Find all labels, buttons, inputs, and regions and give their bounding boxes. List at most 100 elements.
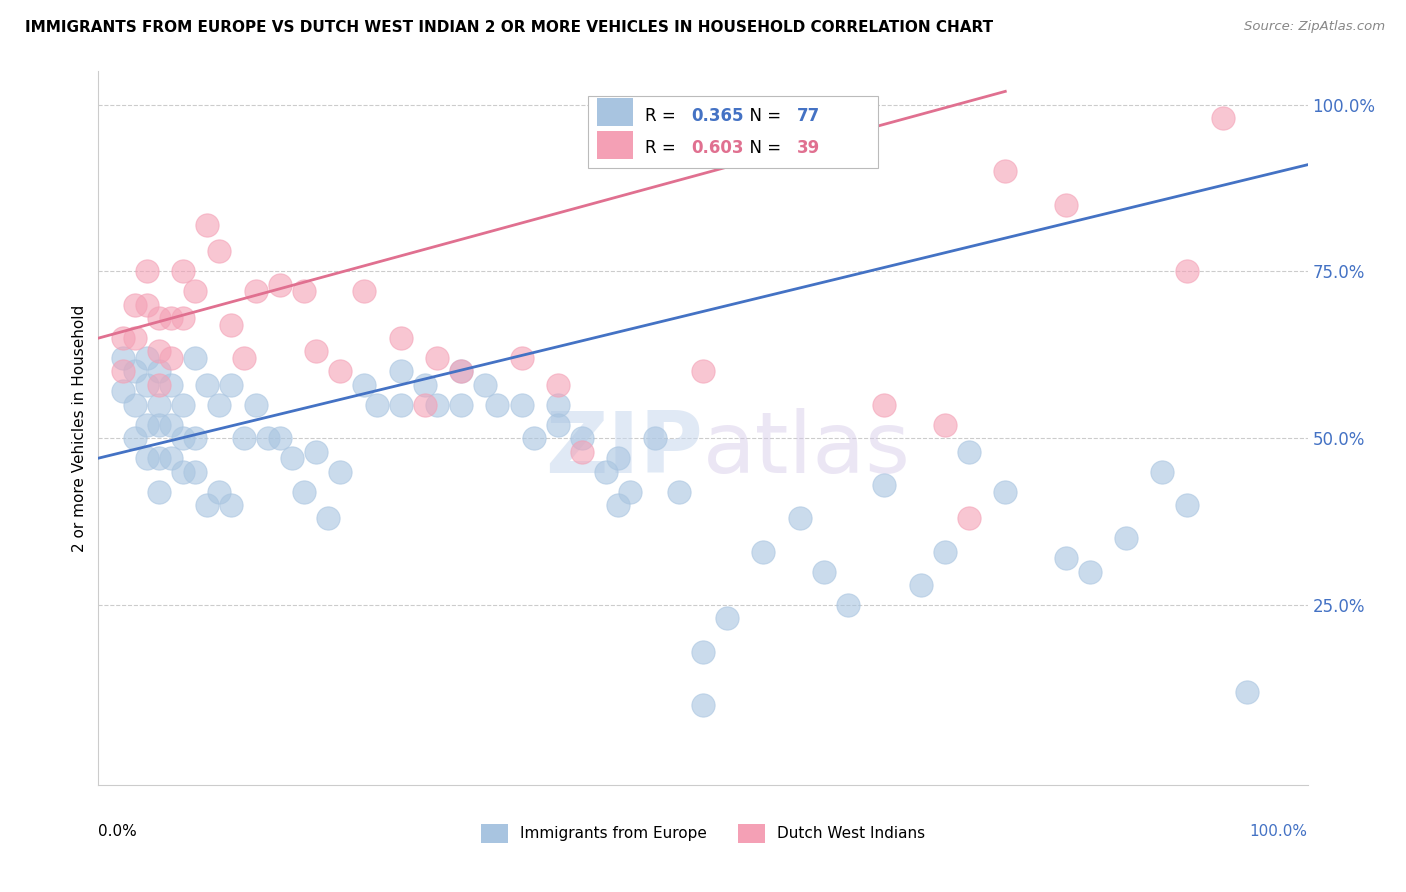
Point	[305, 344, 328, 359]
Point	[148, 417, 170, 432]
Point	[160, 451, 183, 466]
Point	[523, 431, 546, 445]
Point	[692, 644, 714, 658]
Point	[547, 398, 569, 412]
Point	[245, 285, 267, 299]
Point	[135, 377, 157, 392]
Point	[716, 611, 738, 625]
Point	[692, 364, 714, 378]
Point	[837, 598, 859, 612]
Point	[1212, 111, 1234, 125]
Point	[413, 398, 436, 412]
Point	[135, 351, 157, 365]
Point	[450, 364, 472, 378]
Point	[619, 484, 641, 499]
Point	[148, 311, 170, 326]
Point	[232, 431, 254, 445]
Text: N =: N =	[740, 139, 786, 157]
Point	[329, 465, 352, 479]
Point	[571, 431, 593, 445]
Point	[208, 484, 231, 499]
Point	[450, 364, 472, 378]
Point	[934, 417, 956, 432]
Point	[172, 311, 194, 326]
Point	[873, 478, 896, 492]
Point	[124, 364, 146, 378]
Point	[510, 398, 533, 412]
Point	[269, 277, 291, 292]
Text: 100.0%: 100.0%	[1250, 824, 1308, 839]
Point	[668, 484, 690, 499]
Point	[148, 484, 170, 499]
Point	[111, 351, 134, 365]
Point	[994, 484, 1017, 499]
Point	[353, 285, 375, 299]
Text: ZIP: ZIP	[546, 408, 703, 491]
Point	[389, 331, 412, 345]
Text: R =: R =	[645, 139, 681, 157]
Point	[1175, 264, 1198, 278]
FancyBboxPatch shape	[588, 96, 879, 168]
Point	[160, 377, 183, 392]
Text: 77: 77	[797, 107, 821, 125]
Text: 0.0%: 0.0%	[98, 824, 138, 839]
Point	[281, 451, 304, 466]
Point	[221, 498, 243, 512]
Point	[450, 398, 472, 412]
Point	[957, 511, 980, 525]
Point	[111, 364, 134, 378]
Point	[813, 565, 835, 579]
Point	[184, 465, 207, 479]
Point	[595, 465, 617, 479]
Point	[366, 398, 388, 412]
Point	[135, 264, 157, 278]
Point	[389, 364, 412, 378]
Point	[148, 398, 170, 412]
Point	[160, 417, 183, 432]
Point	[208, 244, 231, 259]
Point	[135, 451, 157, 466]
FancyBboxPatch shape	[596, 131, 633, 159]
Point	[934, 544, 956, 558]
Point	[644, 431, 666, 445]
Point	[256, 431, 278, 445]
Point	[957, 444, 980, 458]
Point	[873, 398, 896, 412]
Text: 39: 39	[797, 139, 821, 157]
Point	[245, 398, 267, 412]
Point	[135, 298, 157, 312]
Point	[426, 398, 449, 412]
Point	[1078, 565, 1101, 579]
Point	[789, 511, 811, 525]
Point	[111, 331, 134, 345]
Point	[111, 384, 134, 399]
Text: R =: R =	[645, 107, 681, 125]
Point	[148, 364, 170, 378]
Text: 0.603: 0.603	[690, 139, 744, 157]
Text: 0.365: 0.365	[690, 107, 744, 125]
Point	[124, 398, 146, 412]
Point	[547, 377, 569, 392]
Point	[547, 417, 569, 432]
Point	[160, 351, 183, 365]
Point	[910, 578, 932, 592]
Point	[172, 398, 194, 412]
Point	[269, 431, 291, 445]
Point	[124, 331, 146, 345]
Text: IMMIGRANTS FROM EUROPE VS DUTCH WEST INDIAN 2 OR MORE VEHICLES IN HOUSEHOLD CORR: IMMIGRANTS FROM EUROPE VS DUTCH WEST IND…	[25, 20, 994, 35]
Point	[692, 698, 714, 712]
Point	[208, 398, 231, 412]
Point	[124, 431, 146, 445]
Point	[195, 377, 218, 392]
Point	[752, 544, 775, 558]
Point	[1175, 498, 1198, 512]
Point	[994, 164, 1017, 178]
Point	[1054, 198, 1077, 212]
Point	[184, 285, 207, 299]
Point	[329, 364, 352, 378]
Point	[607, 498, 630, 512]
Point	[486, 398, 509, 412]
Point	[1054, 551, 1077, 566]
Text: N =: N =	[740, 107, 786, 125]
Point	[305, 444, 328, 458]
